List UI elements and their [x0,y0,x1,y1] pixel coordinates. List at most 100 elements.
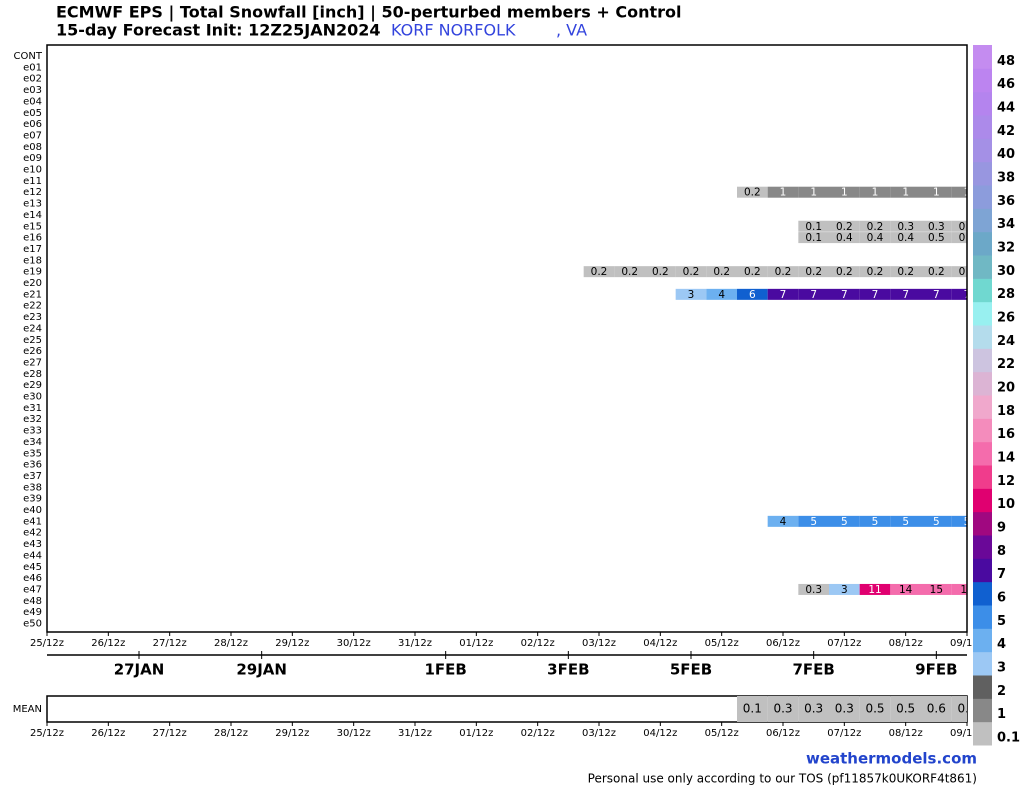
member-label: e21 [23,289,42,300]
date-label: 5FEB [670,661,712,679]
member-label: e48 [23,596,42,607]
mean-x-tick-label: 07/12z [827,728,861,739]
snow-cell [829,583,860,595]
cell-label: 0.2 [867,221,884,233]
cell-label: 0.2 [836,266,853,278]
snow-cell [798,266,829,278]
member-label: e50 [23,619,42,630]
colorbar-segment [973,68,992,93]
member-label: e06 [23,119,42,130]
mean-cell-label: 0.3 [804,702,823,716]
member-label: e37 [23,471,42,482]
cell-label: 1 [780,187,787,199]
cell-label: 5 [841,516,848,528]
member-label: e47 [23,584,42,595]
colorbar-segment [973,138,992,163]
cell-label: 0.2 [744,187,761,199]
cell-label: 5 [964,516,971,528]
date-label: 29JAN [236,661,287,679]
snow-cell [767,266,799,278]
snow-cell [859,186,891,198]
colorbar-label: 10 [997,497,1015,512]
member-label: e22 [23,301,42,312]
member-label: e14 [23,210,42,221]
cell-label: 0.3 [805,584,822,596]
member-label: e31 [23,403,42,414]
snow-cell [767,186,799,198]
x-tick-label: 25/12z [30,638,64,649]
mean-cell [921,696,952,722]
x-tick-label: 06/12z [766,638,800,649]
cell-label: 0.4 [836,232,853,244]
cell-label: 0.2 [959,266,976,278]
cell-label: 0.2 [683,266,700,278]
cell-label: 1 [964,187,971,199]
colorbar-segment [973,605,992,629]
x-tick-label: 04/12z [643,638,677,649]
cell-label: 1 [902,187,909,199]
snow-cell [829,515,860,527]
colorbar-label: 42 [997,124,1015,139]
cell-label: 4 [780,516,787,528]
cell-label: 0.5 [959,232,976,244]
colorbar-segment [973,465,992,489]
snow-cell [829,186,860,198]
cell-label: 1 [933,187,940,199]
cell-label: 11 [868,584,881,596]
chart-subtitle: 15-day Forecast Init: 12Z25JAN2024 [56,21,381,40]
colorbar-segment [973,698,992,723]
cell-label: 5 [810,516,817,528]
colorbar-label: 40 [997,147,1015,162]
usage-note: Personal use only according to our TOS (… [588,772,977,786]
snow-cell [767,288,799,300]
colorbar-label: 8 [997,544,1006,559]
member-label: e27 [23,357,42,368]
colorbar-segment [973,511,992,536]
cell-label: 0.2 [867,266,884,278]
member-label: e44 [23,550,42,561]
cell-label: 7 [841,289,848,301]
x-tick-label: 27/12z [153,638,187,649]
snow-cell [675,288,707,300]
colorbar-label: 32 [997,241,1015,256]
member-label: e30 [23,392,42,403]
member-label: e39 [23,494,42,505]
colorbar-segment [973,278,992,303]
x-tick-label: 08/12z [889,638,923,649]
snow-cell [921,266,952,278]
mean-x-tick-label: 31/12z [398,728,432,739]
mean-x-tick-label: 05/12z [705,728,739,739]
snow-cell [737,266,768,278]
colorbar-segment [973,371,992,396]
colorbar-label: 20 [997,381,1015,396]
cell-label: 0.5 [928,232,945,244]
colorbar-label: 34 [997,217,1015,232]
snow-cell [890,186,921,198]
snow-cell [645,266,676,278]
colorbar-segment [973,721,992,746]
snow-cell [798,232,829,244]
cell-label: 6 [749,289,756,301]
x-tick-label: 07/12z [827,638,861,649]
member-label: e29 [23,380,42,391]
mean-cells: 0.1 0.3 0.3 0.3 0.5 0.5 0.6 0.6 [737,696,967,722]
snow-cell [798,288,829,300]
colorbar-label: 1 [997,707,1006,722]
colorbar-segment [973,208,992,233]
mean-cell [767,696,799,722]
member-label: e12 [23,187,42,198]
cell-label: 0.1 [805,221,822,233]
mean-cell-label: 0.3 [773,702,792,716]
member-label: e07 [23,130,42,141]
member-label: e19 [23,267,42,278]
cell-label: 0.4 [867,232,884,244]
date-label: 7FEB [792,661,834,679]
cell-label: 0.2 [805,266,822,278]
colorbar-label: 46 [997,77,1015,92]
snow-cell [921,583,952,595]
snow-cell [859,266,891,278]
member-label: e03 [23,85,42,96]
member-label: e46 [23,573,42,584]
cell-label: 5 [872,516,879,528]
snow-cell [859,583,891,595]
